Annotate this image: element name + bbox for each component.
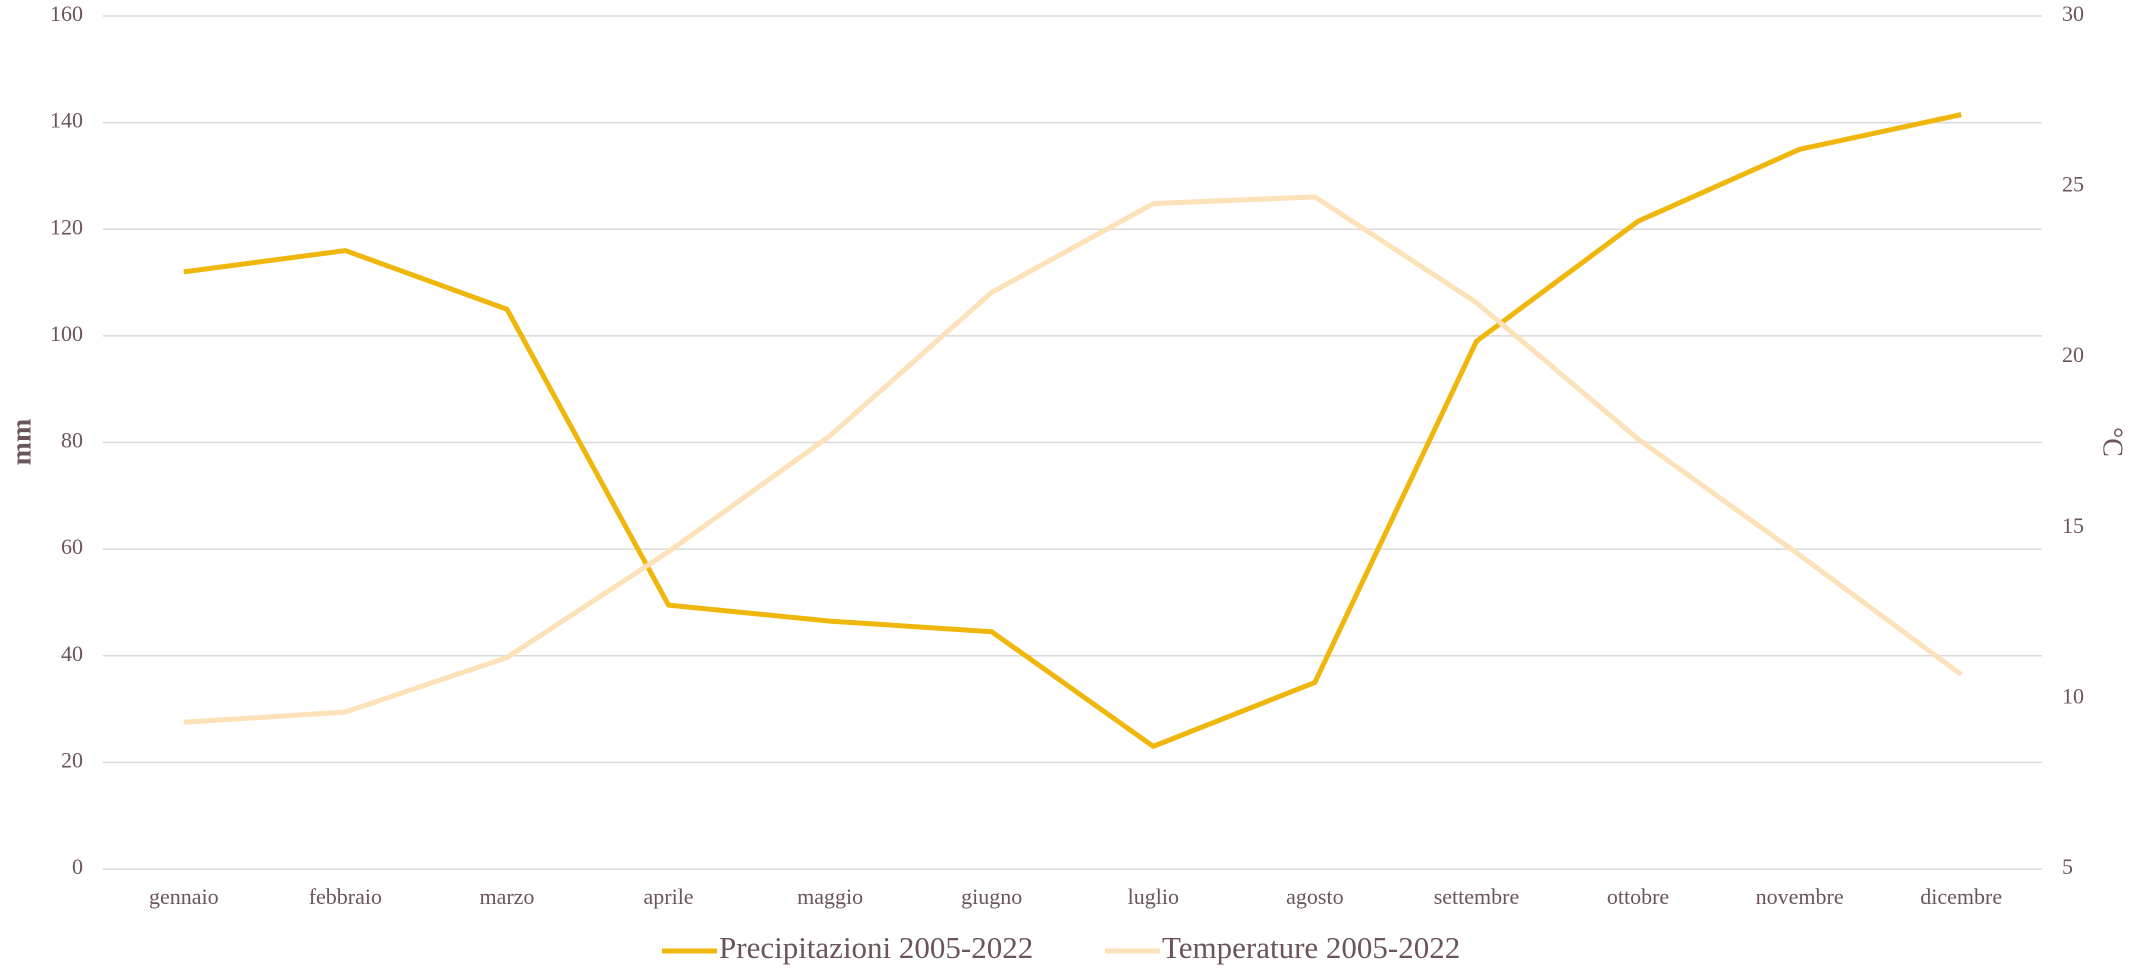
y-tick-label: 60	[61, 534, 83, 559]
y2-axis-label: °C	[2097, 427, 2128, 457]
x-tick-label: marzo	[479, 884, 534, 909]
y2-tick-label: 15	[2062, 513, 2084, 538]
y-tick-label: 100	[50, 321, 83, 346]
line-series	[183, 112, 1962, 749]
y-tick-label: 0	[72, 854, 83, 879]
x-tick-label: luglio	[1128, 884, 1179, 909]
y-tick-label: 80	[61, 428, 83, 453]
y-tick-label: 20	[61, 747, 83, 772]
y-tick-label: 140	[50, 108, 83, 133]
y2-tick-label: 30	[2062, 1, 2084, 26]
x-tick-label: maggio	[797, 884, 863, 909]
y2-tick-label: 25	[2062, 172, 2084, 197]
x-tick-label: novembre	[1756, 884, 1844, 909]
y-tick-label: 40	[61, 641, 83, 666]
legend-label: Precipitazioni 2005-2022	[719, 930, 1033, 965]
y-axis-label: mm	[6, 419, 37, 466]
y-tick-label: 120	[50, 214, 83, 239]
x-tick-label: aprile	[643, 884, 693, 909]
x-tick-label: febbraio	[309, 884, 382, 909]
y2-tick-label: 20	[2062, 342, 2084, 367]
y2-tick-label: 10	[2062, 683, 2084, 708]
line-series	[183, 194, 1963, 725]
x-tick-label: giugno	[961, 884, 1022, 909]
x-tick-label: ottobre	[1607, 884, 1669, 909]
y-tick-label: 160	[50, 1, 83, 26]
x-tick-label: dicembre	[1920, 884, 2002, 909]
x-tick-label: settembre	[1434, 884, 1520, 909]
legend-label: Temperature 2005-2022	[1162, 930, 1460, 965]
x-tick-label: gennaio	[149, 884, 219, 909]
x-tick-label: agosto	[1286, 884, 1343, 909]
y2-tick-label: 5	[2062, 854, 2073, 879]
